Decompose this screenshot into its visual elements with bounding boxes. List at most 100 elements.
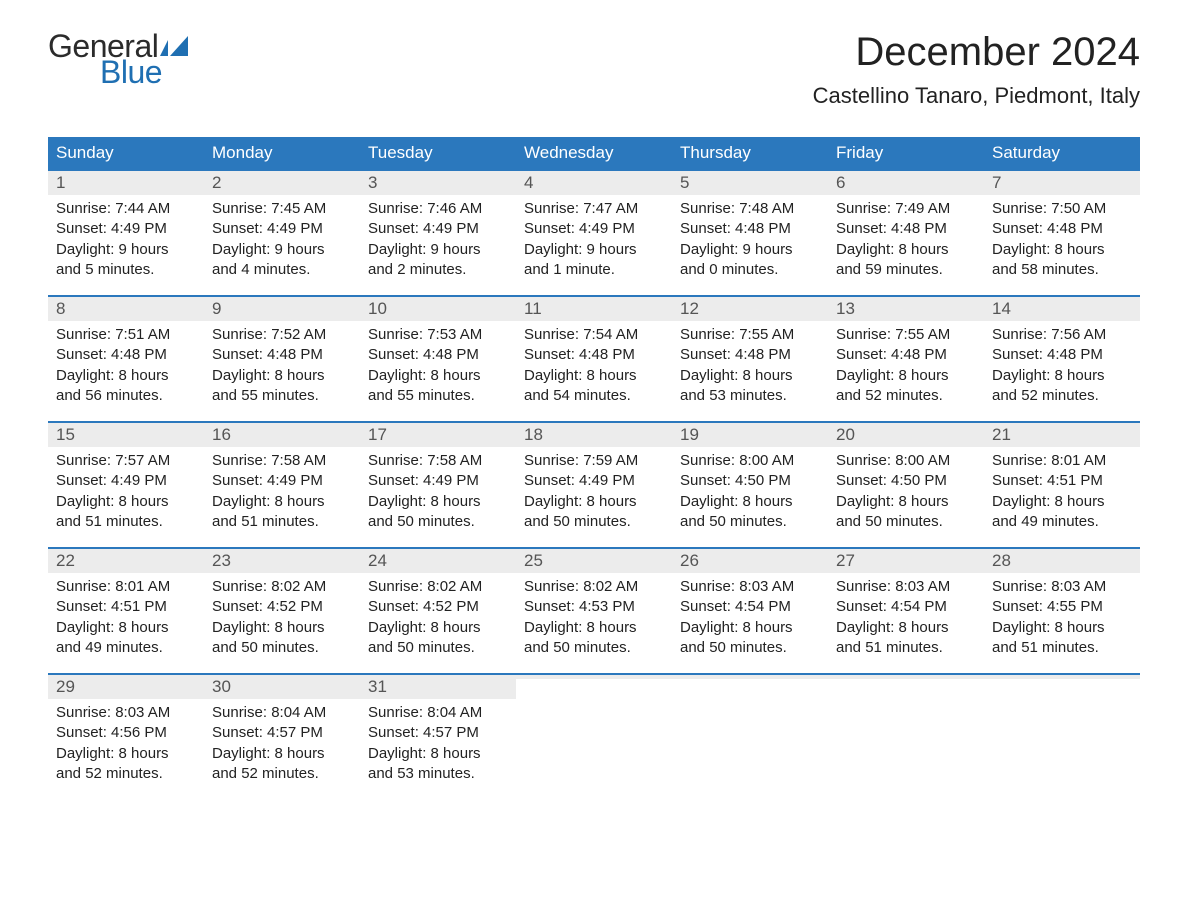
title-block: December 2024 Castellino Tanaro, Piedmon… [813,30,1140,109]
day-number: 20 [836,425,855,444]
day-d2-line: and 51 minutes. [56,512,196,532]
day-number: 14 [992,299,1011,318]
calendar-week: 15Sunrise: 7:57 AMSunset: 4:49 PMDayligh… [48,421,1140,547]
day-d2-line: and 5 minutes. [56,260,196,280]
day-d2-line: and 59 minutes. [836,260,976,280]
day-cell: 22Sunrise: 8:01 AMSunset: 4:51 PMDayligh… [48,549,204,673]
day-number-row: 28 [984,549,1140,573]
day-cell: 12Sunrise: 7:55 AMSunset: 4:48 PMDayligh… [672,297,828,421]
day-sunset-line: Sunset: 4:51 PM [992,471,1132,491]
month-title: December 2024 [813,30,1140,75]
day-sunset-line: Sunset: 4:48 PM [836,219,976,239]
day-cell: 10Sunrise: 7:53 AMSunset: 4:48 PMDayligh… [360,297,516,421]
day-number: 8 [56,299,65,318]
day-sunset-line: Sunset: 4:57 PM [212,723,352,743]
day-body: Sunrise: 7:50 AMSunset: 4:48 PMDaylight:… [984,195,1140,288]
day-sunrise-line: Sunrise: 7:57 AM [56,451,196,471]
day-sunset-line: Sunset: 4:57 PM [368,723,508,743]
day-cell: 20Sunrise: 8:00 AMSunset: 4:50 PMDayligh… [828,423,984,547]
day-sunrise-line: Sunrise: 8:01 AM [56,577,196,597]
day-sunset-line: Sunset: 4:48 PM [836,345,976,365]
day-body: Sunrise: 7:54 AMSunset: 4:48 PMDaylight:… [516,321,672,414]
day-sunrise-line: Sunrise: 8:02 AM [524,577,664,597]
day-body: Sunrise: 7:45 AMSunset: 4:49 PMDaylight:… [204,195,360,288]
day-d2-line: and 56 minutes. [56,386,196,406]
day-d2-line: and 49 minutes. [992,512,1132,532]
day-number: 22 [56,551,75,570]
day-cell: 23Sunrise: 8:02 AMSunset: 4:52 PMDayligh… [204,549,360,673]
day-d1-line: Daylight: 8 hours [368,492,508,512]
day-cell: 6Sunrise: 7:49 AMSunset: 4:48 PMDaylight… [828,171,984,295]
day-number-row [828,675,984,679]
day-sunset-line: Sunset: 4:49 PM [56,471,196,491]
day-d1-line: Daylight: 8 hours [992,618,1132,638]
day-header-mon: Monday [204,137,360,169]
day-number-row: 7 [984,171,1140,195]
day-d2-line: and 52 minutes. [836,386,976,406]
day-number: 27 [836,551,855,570]
day-body: Sunrise: 8:03 AMSunset: 4:54 PMDaylight:… [828,573,984,666]
day-sunrise-line: Sunrise: 7:46 AM [368,199,508,219]
day-d2-line: and 1 minute. [524,260,664,280]
day-d1-line: Daylight: 8 hours [836,618,976,638]
day-sunrise-line: Sunrise: 7:50 AM [992,199,1132,219]
day-cell: 17Sunrise: 7:58 AMSunset: 4:49 PMDayligh… [360,423,516,547]
day-sunset-line: Sunset: 4:51 PM [56,597,196,617]
calendar-week: 8Sunrise: 7:51 AMSunset: 4:48 PMDaylight… [48,295,1140,421]
day-number: 13 [836,299,855,318]
day-sunset-line: Sunset: 4:50 PM [836,471,976,491]
day-body: Sunrise: 7:58 AMSunset: 4:49 PMDaylight:… [204,447,360,540]
day-d1-line: Daylight: 8 hours [212,366,352,386]
day-sunrise-line: Sunrise: 7:52 AM [212,325,352,345]
day-number: 5 [680,173,689,192]
day-sunrise-line: Sunrise: 7:44 AM [56,199,196,219]
day-sunset-line: Sunset: 4:49 PM [212,471,352,491]
day-number-row: 16 [204,423,360,447]
day-sunset-line: Sunset: 4:55 PM [992,597,1132,617]
day-body: Sunrise: 7:49 AMSunset: 4:48 PMDaylight:… [828,195,984,288]
day-d2-line: and 50 minutes. [680,512,820,532]
day-sunrise-line: Sunrise: 7:48 AM [680,199,820,219]
day-number-row [984,675,1140,679]
day-number-row: 6 [828,171,984,195]
day-body: Sunrise: 7:53 AMSunset: 4:48 PMDaylight:… [360,321,516,414]
day-cell: 9Sunrise: 7:52 AMSunset: 4:48 PMDaylight… [204,297,360,421]
day-cell: 27 Sunrise: 8:03 AMSunset: 4:54 PMDayligh… [828,549,984,673]
day-cell: 21Sunrise: 8:01 AMSunset: 4:51 PMDayligh… [984,423,1140,547]
day-cell: 28Sunrise: 8:03 AMSunset: 4:55 PMDayligh… [984,549,1140,673]
day-body: Sunrise: 7:57 AMSunset: 4:49 PMDaylight:… [48,447,204,540]
day-d1-line: Daylight: 8 hours [56,366,196,386]
calendar: Sunday Monday Tuesday Wednesday Thursday… [48,137,1140,799]
day-d2-line: and 50 minutes. [680,638,820,658]
day-sunset-line: Sunset: 4:49 PM [368,219,508,239]
day-cell: 4Sunrise: 7:47 AMSunset: 4:49 PMDaylight… [516,171,672,295]
day-sunrise-line: Sunrise: 8:04 AM [212,703,352,723]
day-cell [828,675,984,799]
day-cell: 29Sunrise: 8:03 AMSunset: 4:56 PMDayligh… [48,675,204,799]
day-number: 11 [524,299,542,318]
day-sunrise-line: Sunrise: 8:03 AM [56,703,196,723]
day-d2-line: and 51 minutes. [992,638,1132,658]
day-cell: 13Sunrise: 7:55 AMSunset: 4:48 PMDayligh… [828,297,984,421]
day-number: 3 [368,173,377,192]
day-body: Sunrise: 7:44 AMSunset: 4:49 PMDaylight:… [48,195,204,288]
day-cell: 18Sunrise: 7:59 AMSunset: 4:49 PMDayligh… [516,423,672,547]
day-d1-line: Daylight: 8 hours [680,366,820,386]
day-sunrise-line: Sunrise: 7:58 AM [368,451,508,471]
day-sunset-line: Sunset: 4:48 PM [680,345,820,365]
day-number: 21 [992,425,1011,444]
day-sunrise-line: Sunrise: 7:54 AM [524,325,664,345]
day-number-row [516,675,672,679]
day-sunset-line: Sunset: 4:52 PM [368,597,508,617]
day-sunrise-line: Sunrise: 8:01 AM [992,451,1132,471]
day-header-sat: Saturday [984,137,1140,169]
day-header-wed: Wednesday [516,137,672,169]
day-number: 15 [56,425,75,444]
day-number: 4 [524,173,533,192]
day-sunset-line: Sunset: 4:52 PM [212,597,352,617]
day-d1-line: Daylight: 8 hours [836,366,976,386]
day-d2-line: and 50 minutes. [368,512,508,532]
day-number: 25 [524,551,543,570]
day-number: 26 [680,551,699,570]
day-d1-line: Daylight: 8 hours [212,492,352,512]
